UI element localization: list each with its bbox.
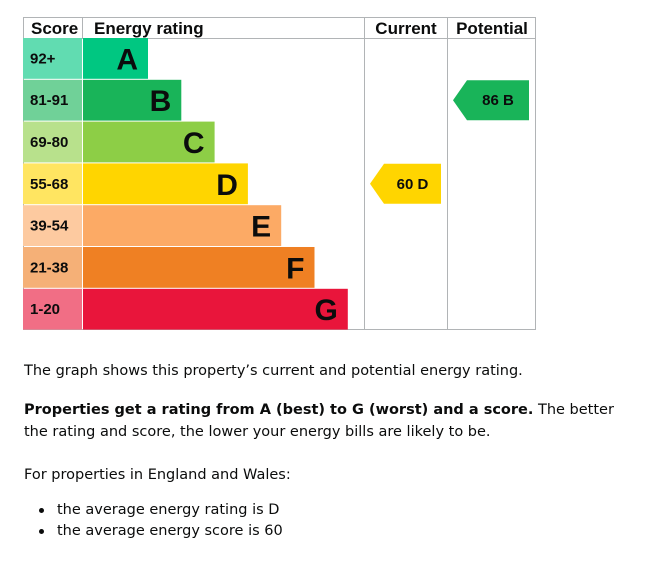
score-cell-a (23, 38, 82, 79)
band-letter-f: F (286, 252, 304, 285)
header-current: Current (375, 19, 437, 38)
band-bar-d (83, 163, 248, 205)
score-range-label-e: 39-54 (30, 218, 69, 235)
score-range-label-a: 92+ (30, 50, 56, 67)
band-bar-a (83, 38, 148, 79)
band-bar-g (83, 288, 348, 330)
band-letter-g: G (314, 294, 337, 327)
score-cell-f (23, 247, 82, 288)
score-range-label-c: 69-80 (30, 134, 68, 151)
band-letter-a: A (116, 43, 138, 76)
explanation-text: The graph shows this property’s current … (24, 360, 624, 542)
potential-rating-label: 86 B (482, 92, 514, 109)
header-potential: Potential (456, 19, 528, 38)
header-score: Score (31, 19, 78, 38)
rating-bands: 92+ A 81-91 B 69-80 C 55-68 D 39-54 E 21-38 F 1-20 G (23, 38, 348, 330)
band-letter-b: B (150, 85, 172, 118)
band-letter-c: C (183, 127, 205, 160)
band-bar-c (83, 121, 215, 163)
score-cell-d (23, 163, 82, 205)
band-bar-e (83, 205, 282, 246)
header-energy-rating: Energy rating (94, 19, 204, 38)
rating-arrows: 60 D 86 B (370, 80, 529, 204)
score-range-label-f: 21-38 (30, 259, 68, 276)
score-cell-c (23, 121, 82, 163)
score-range-label-b: 81-91 (30, 92, 68, 109)
graph-description: The graph shows this property’s current … (24, 363, 523, 379)
average-facts-list: the average energy rating is D the avera… (24, 500, 624, 542)
england-wales-intro: For properties in England and Wales: (24, 467, 291, 483)
list-item: the average energy score is 60 (24, 521, 624, 542)
current-arrow (370, 163, 441, 204)
band-letter-e: E (251, 211, 271, 244)
current-rating-label: 60 D (397, 176, 429, 193)
score-range-label-d: 55-68 (30, 176, 68, 193)
band-bar-f (83, 247, 315, 288)
list-item: the average energy rating is D (24, 500, 624, 521)
score-cell-g (23, 288, 82, 330)
band-letter-d: D (216, 169, 238, 202)
rating-explanation-rest: The better the rating and score, the low… (24, 402, 614, 440)
energy-rating-chart: Score Energy rating Current Potential 92… (23, 17, 536, 330)
score-range-label-g: 1-20 (30, 301, 60, 318)
potential-arrow (453, 80, 529, 121)
band-bar-b (83, 79, 182, 121)
score-cell-e (23, 205, 82, 246)
rating-explanation-bold: Properties get a rating from A (best) to… (24, 402, 534, 418)
rating-explanation: Properties get a rating from A (best) to… (24, 399, 624, 443)
score-cell-b (23, 79, 82, 121)
